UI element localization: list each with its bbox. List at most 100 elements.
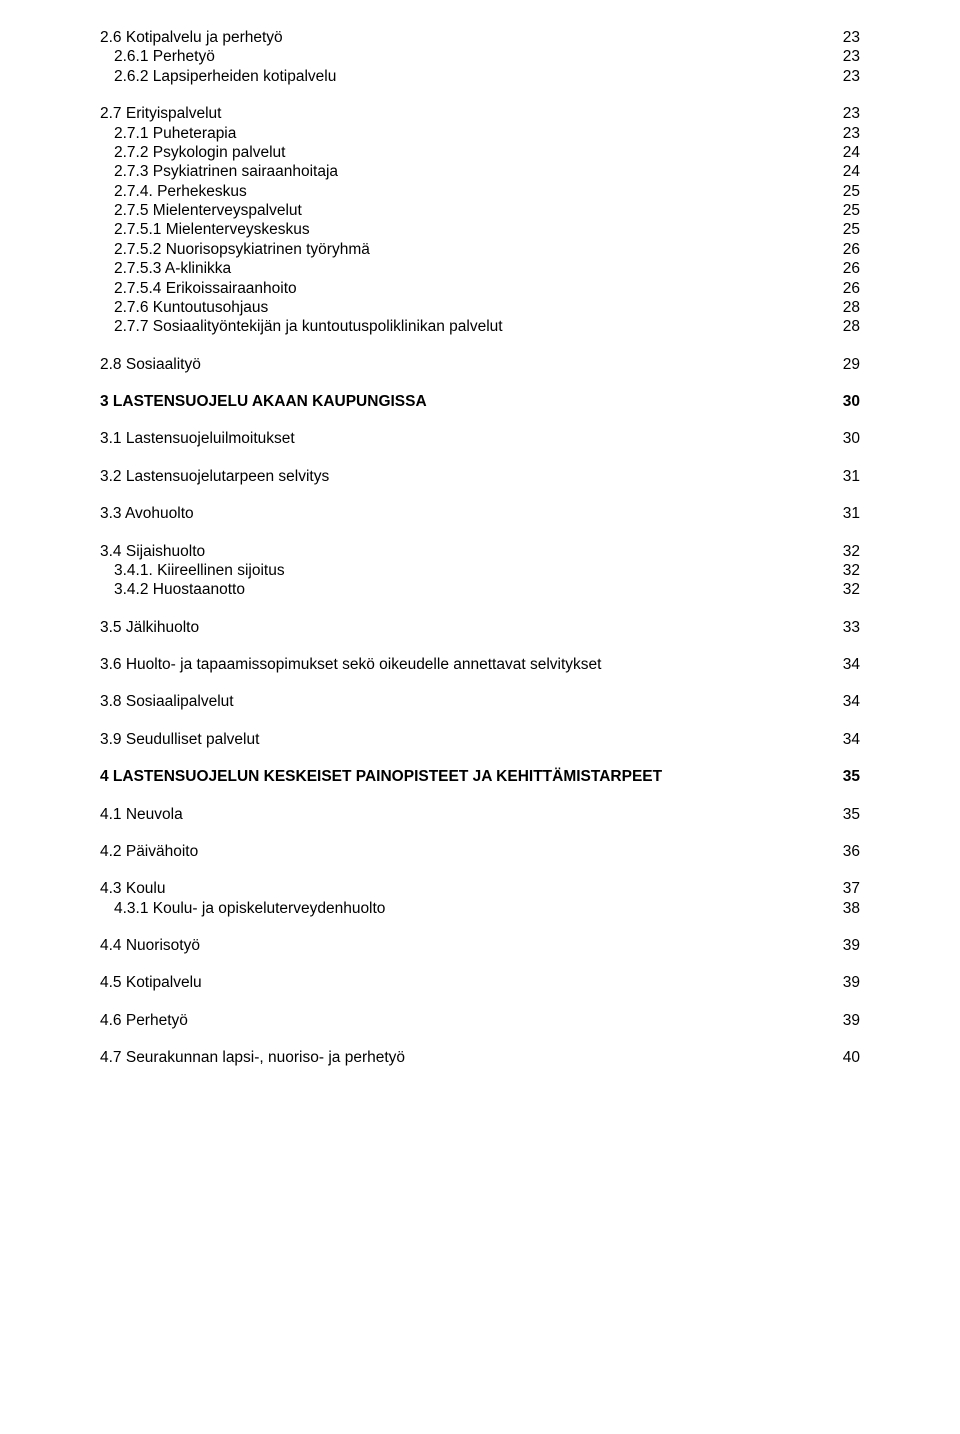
toc-section: 4.2 Päivähoito36 [100,842,860,861]
toc-row: 2.7.5.2 Nuorisopsykiatrinen työryhmä26 [100,240,860,259]
toc-row: 4.6 Perhetyö39 [100,1011,860,1030]
toc-section: 4.1 Neuvola35 [100,805,860,824]
toc-label: 3 LASTENSUOJELU AKAAN KAUPUNGISSA [100,392,826,411]
toc-row: 3.1 Lastensuojeluilmoitukset30 [100,429,860,448]
toc-label: 2.7.1 Puheterapia [100,124,826,143]
toc-label: 2.6.2 Lapsiperheiden kotipalvelu [100,67,826,86]
toc-section: 4.3 Koulu374.3.1 Koulu- ja opiskeluterve… [100,879,860,918]
toc-label: 4.2 Päivähoito [100,842,826,861]
table-of-contents: 2.6 Kotipalvelu ja perhetyö232.6.1 Perhe… [100,28,860,1068]
toc-section: 2.7 Erityispalvelut232.7.1 Puheterapia23… [100,104,860,337]
toc-page-number: 26 [826,279,860,298]
toc-row: 3 LASTENSUOJELU AKAAN KAUPUNGISSA30 [100,392,860,411]
toc-row: 2.8 Sosiaalityö29 [100,355,860,374]
toc-row: 4 LASTENSUOJELUN KESKEISET PAINOPISTEET … [100,767,860,786]
toc-label: 2.7.5 Mielenterveyspalvelut [100,201,826,220]
toc-row: 3.4.1. Kiireellinen sijoitus32 [100,561,860,580]
toc-row: 2.6 Kotipalvelu ja perhetyö23 [100,28,860,47]
toc-row: 3.9 Seudulliset palvelut34 [100,730,860,749]
toc-label: 2.7.5.2 Nuorisopsykiatrinen työryhmä [100,240,826,259]
toc-page-number: 26 [826,240,860,259]
toc-page-number: 26 [826,259,860,278]
toc-label: 3.3 Avohuolto [100,504,826,523]
toc-page-number: 33 [826,618,860,637]
toc-page-number: 37 [826,879,860,898]
toc-section: 3.4 Sijaishuolto323.4.1. Kiireellinen si… [100,542,860,600]
toc-row: 2.7.4. Perhekeskus25 [100,182,860,201]
toc-page-number: 25 [826,220,860,239]
toc-row: 3.4 Sijaishuolto32 [100,542,860,561]
toc-section: 3.3 Avohuolto31 [100,504,860,523]
toc-page-number: 23 [826,67,860,86]
toc-page-number: 28 [826,298,860,317]
toc-row: 4.7 Seurakunnan lapsi-, nuoriso- ja perh… [100,1048,860,1067]
toc-page-number: 30 [826,392,860,411]
toc-label: 2.7.3 Psykiatrinen sairaanhoitaja [100,162,826,181]
toc-label: 3.9 Seudulliset palvelut [100,730,826,749]
toc-page-number: 39 [826,1011,860,1030]
toc-label: 2.7.6 Kuntoutusohjaus [100,298,826,317]
toc-row: 4.5 Kotipalvelu39 [100,973,860,992]
toc-label: 4.3 Koulu [100,879,826,898]
toc-row: 3.6 Huolto- ja tapaamissopimukset sekö o… [100,655,860,674]
toc-page-number: 34 [826,692,860,711]
toc-row: 3.8 Sosiaalipalvelut34 [100,692,860,711]
toc-page-number: 35 [826,767,860,786]
toc-page-number: 31 [826,467,860,486]
toc-label: 2.7.5.4 Erikoissairaanhoito [100,279,826,298]
toc-page-number: 40 [826,1048,860,1067]
toc-row: 3.4.2 Huostaanotto32 [100,580,860,599]
toc-row: 2.7.5.1 Mielenterveyskeskus25 [100,220,860,239]
toc-row: 2.7.2 Psykologin palvelut24 [100,143,860,162]
toc-page-number: 23 [826,104,860,123]
toc-row: 3.5 Jälkihuolto33 [100,618,860,637]
toc-section: 3.1 Lastensuojeluilmoitukset30 [100,429,860,448]
toc-page-number: 32 [826,561,860,580]
toc-page-number: 38 [826,899,860,918]
toc-section: 3 LASTENSUOJELU AKAAN KAUPUNGISSA30 [100,392,860,411]
toc-label: 4.1 Neuvola [100,805,826,824]
toc-row: 4.2 Päivähoito36 [100,842,860,861]
toc-page-number: 25 [826,201,860,220]
toc-label: 2.7.2 Psykologin palvelut [100,143,826,162]
toc-section: 4.5 Kotipalvelu39 [100,973,860,992]
toc-section: 3.9 Seudulliset palvelut34 [100,730,860,749]
toc-row: 2.7.6 Kuntoutusohjaus28 [100,298,860,317]
toc-label: 2.6.1 Perhetyö [100,47,826,66]
toc-row: 3.3 Avohuolto31 [100,504,860,523]
toc-page-number: 36 [826,842,860,861]
toc-row: 2.7.5.4 Erikoissairaanhoito26 [100,279,860,298]
toc-page-number: 30 [826,429,860,448]
toc-page-number: 32 [826,580,860,599]
toc-page-number: 39 [826,973,860,992]
toc-label: 4.4 Nuorisotyö [100,936,826,955]
toc-page-number: 23 [826,28,860,47]
toc-label: 4.6 Perhetyö [100,1011,826,1030]
toc-page-number: 23 [826,124,860,143]
toc-row: 2.7 Erityispalvelut23 [100,104,860,123]
toc-row: 2.7.1 Puheterapia23 [100,124,860,143]
toc-label: 4.7 Seurakunnan lapsi-, nuoriso- ja perh… [100,1048,826,1067]
toc-label: 2.7.4. Perhekeskus [100,182,826,201]
toc-section: 2.8 Sosiaalityö29 [100,355,860,374]
toc-row: 3.2 Lastensuojelutarpeen selvitys31 [100,467,860,486]
toc-section: 3.5 Jälkihuolto33 [100,618,860,637]
toc-label: 4.3.1 Koulu- ja opiskeluterveydenhuolto [100,899,826,918]
toc-page-number: 24 [826,162,860,181]
toc-row: 2.7.3 Psykiatrinen sairaanhoitaja24 [100,162,860,181]
toc-page-number: 31 [826,504,860,523]
toc-section: 4.4 Nuorisotyö39 [100,936,860,955]
toc-row: 4.4 Nuorisotyö39 [100,936,860,955]
toc-label: 3.6 Huolto- ja tapaamissopimukset sekö o… [100,655,826,674]
toc-section: 4.6 Perhetyö39 [100,1011,860,1030]
toc-row: 2.7.5 Mielenterveyspalvelut25 [100,201,860,220]
toc-label: 2.7.5.1 Mielenterveyskeskus [100,220,826,239]
toc-label: 2.6 Kotipalvelu ja perhetyö [100,28,826,47]
toc-label: 2.7.5.3 A-klinikka [100,259,826,278]
toc-row: 2.6.2 Lapsiperheiden kotipalvelu23 [100,67,860,86]
toc-label: 2.7 Erityispalvelut [100,104,826,123]
toc-label: 3.4.2 Huostaanotto [100,580,826,599]
toc-page-number: 28 [826,317,860,336]
toc-label: 4 LASTENSUOJELUN KESKEISET PAINOPISTEET … [100,767,826,786]
toc-page-number: 25 [826,182,860,201]
